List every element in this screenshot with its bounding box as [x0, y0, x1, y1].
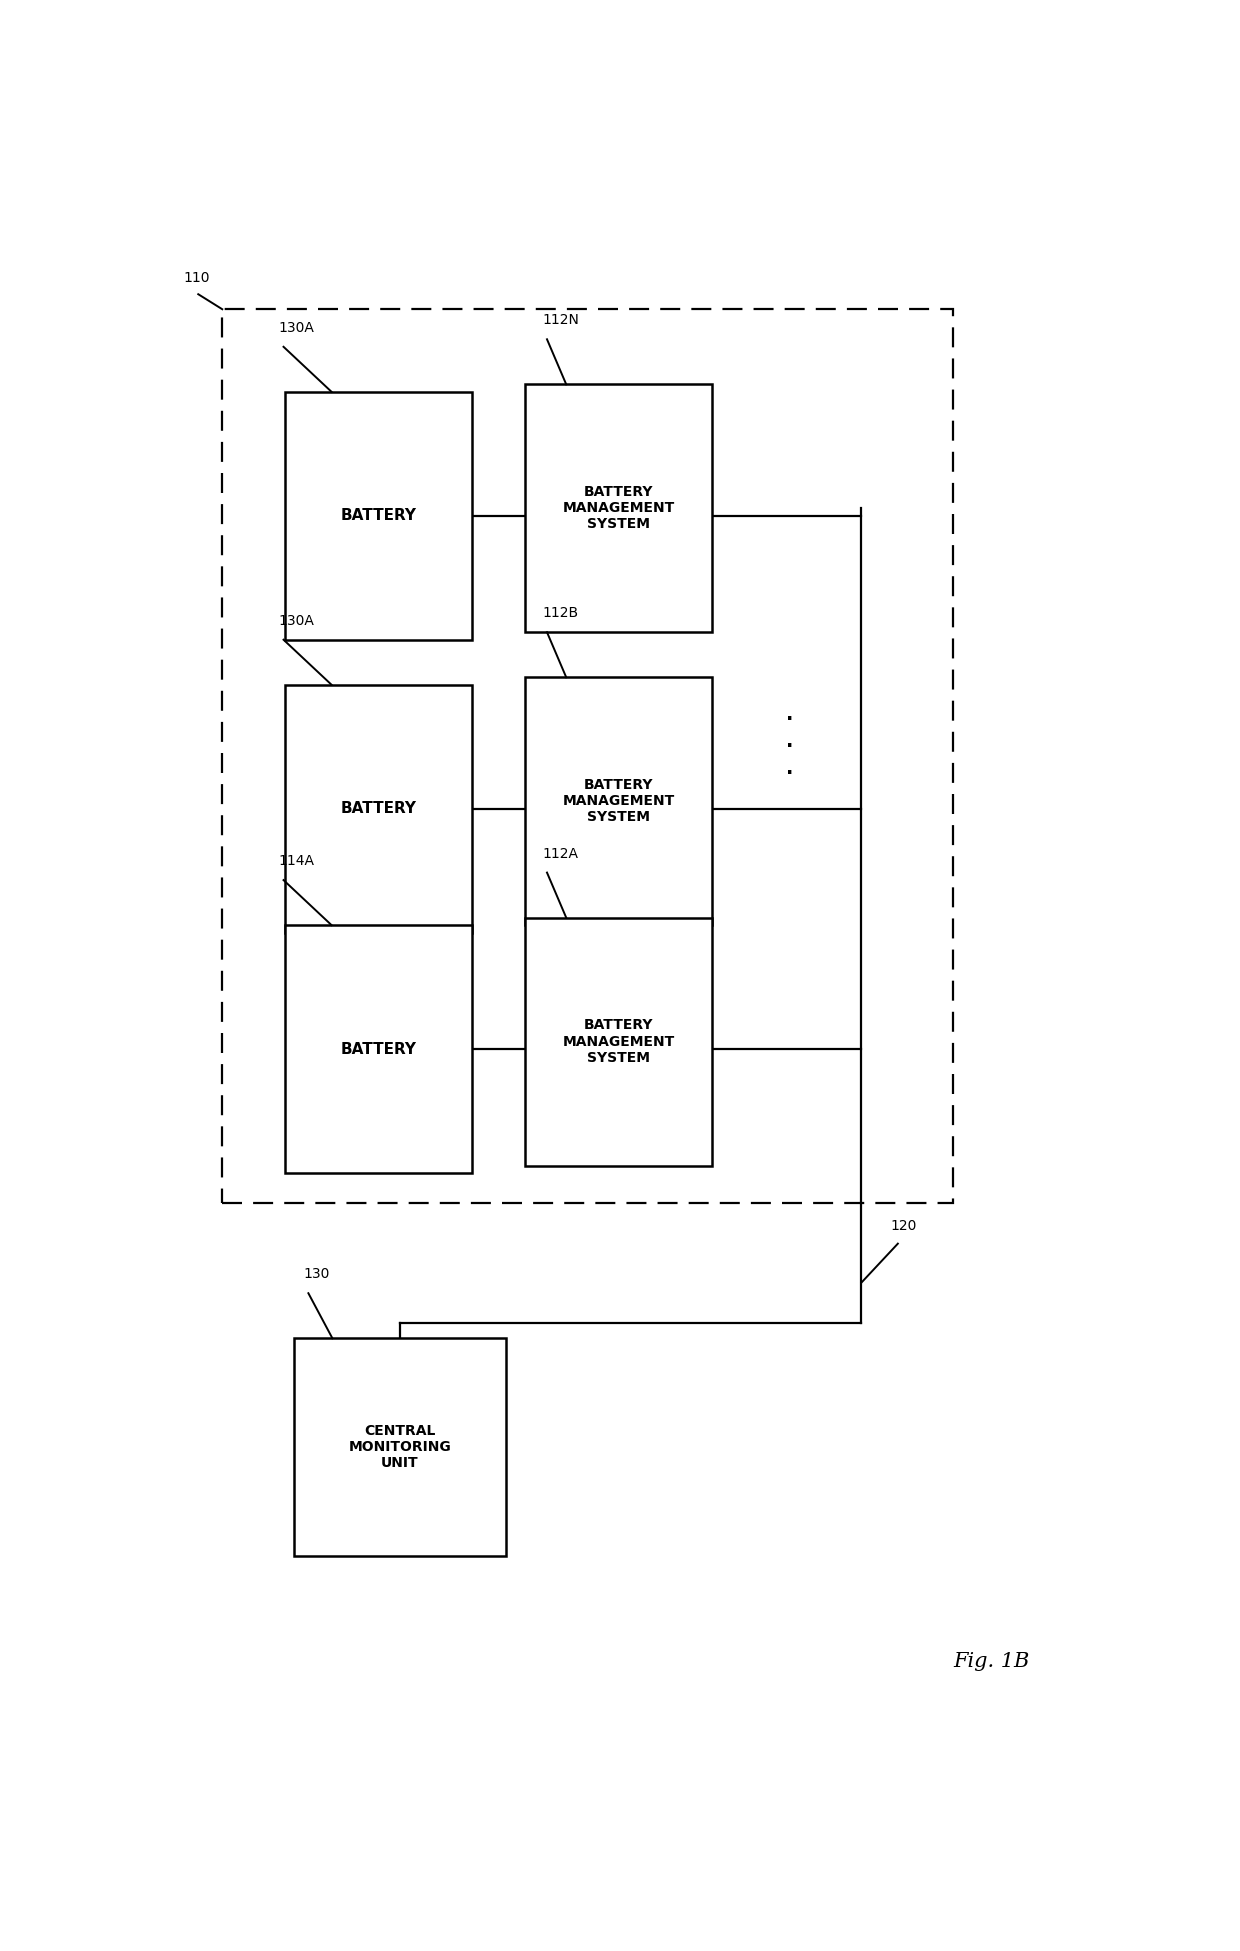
Text: CENTRAL
MONITORING
UNIT: CENTRAL MONITORING UNIT: [348, 1424, 451, 1471]
Text: 130: 130: [304, 1268, 330, 1282]
Text: 130A: 130A: [279, 615, 315, 628]
Text: 114A: 114A: [279, 855, 315, 868]
Text: 112B: 112B: [542, 607, 578, 620]
Bar: [525, 917, 713, 1165]
Bar: [285, 925, 472, 1173]
Text: BATTERY
MANAGEMENT
SYSTEM: BATTERY MANAGEMENT SYSTEM: [563, 486, 675, 531]
Text: BATTERY
MANAGEMENT
SYSTEM: BATTERY MANAGEMENT SYSTEM: [563, 1018, 675, 1065]
Text: .: .: [786, 732, 792, 751]
Text: 130A: 130A: [279, 320, 315, 336]
Bar: [222, 308, 952, 1204]
Text: .: .: [786, 706, 792, 724]
Text: .: .: [786, 759, 792, 778]
Bar: [525, 677, 713, 925]
Bar: [285, 392, 472, 640]
Text: 110: 110: [184, 271, 211, 285]
Text: 120: 120: [890, 1219, 916, 1233]
Text: BATTERY: BATTERY: [341, 509, 417, 523]
Text: BATTERY: BATTERY: [341, 1042, 417, 1057]
Text: BATTERY: BATTERY: [341, 802, 417, 816]
Bar: [294, 1338, 506, 1557]
Text: 112A: 112A: [542, 847, 578, 860]
Bar: [285, 685, 472, 933]
Text: Fig. 1B: Fig. 1B: [952, 1652, 1029, 1670]
Bar: [525, 384, 713, 632]
Text: BATTERY
MANAGEMENT
SYSTEM: BATTERY MANAGEMENT SYSTEM: [563, 778, 675, 825]
Text: 112N: 112N: [542, 314, 579, 328]
